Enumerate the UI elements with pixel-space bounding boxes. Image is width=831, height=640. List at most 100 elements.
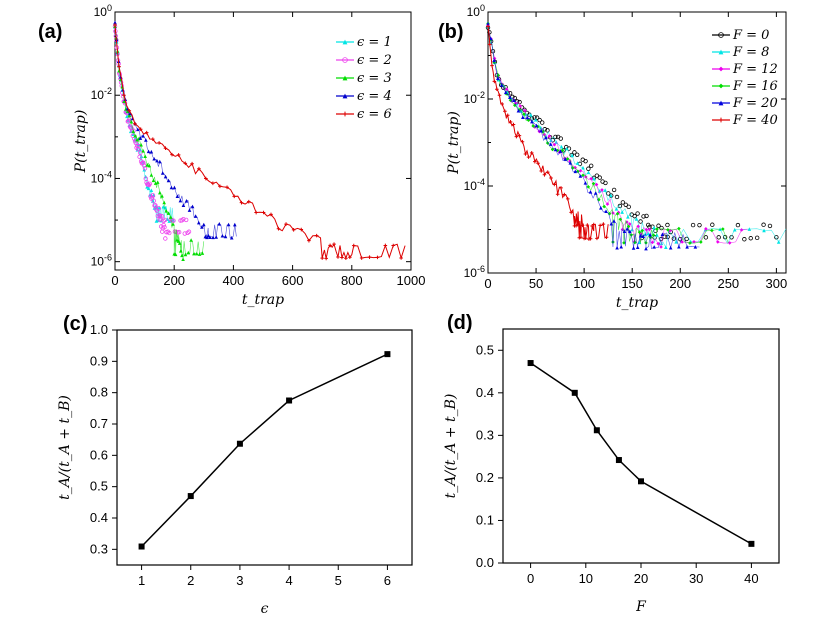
- data-point: [547, 134, 552, 138]
- y-tick-label: 100: [467, 3, 485, 19]
- x-tick-label: 200: [669, 276, 691, 291]
- series-3: [113, 24, 205, 261]
- data-point: [276, 226, 281, 231]
- data-point: [565, 146, 569, 151]
- legend-marker: [718, 66, 724, 72]
- panel-d: (d) 0 10 20 30 40 0.0 0.1 0.2 0.3 0.4 0.5 Ft_A/(t_A …: [443, 312, 780, 615]
- data-point: [552, 182, 557, 187]
- data-point: [776, 240, 781, 244]
- data-point: [169, 185, 174, 190]
- legend-marker: [718, 49, 724, 55]
- data-point: [152, 156, 156, 161]
- y-axis-label: t_A/(t_A + t_B): [443, 394, 459, 499]
- data-point: [504, 87, 509, 91]
- data-point: [545, 141, 550, 145]
- panel-b: (b) 0 50 100 150 200 250 300 100 10-2 10-4 10-6 t_tr…: [438, 3, 787, 311]
- data-point: [710, 222, 715, 227]
- data-point: [646, 231, 650, 236]
- data-point: [699, 240, 703, 244]
- x-tick-label: 150: [621, 276, 643, 291]
- data-point: [193, 214, 198, 218]
- data-point: [684, 236, 689, 242]
- data-point: [200, 251, 205, 255]
- data-point: [217, 222, 222, 226]
- legend-marker: [718, 117, 724, 123]
- series-6: [486, 24, 609, 241]
- data-point: [151, 137, 155, 141]
- legend-item-1: F = 0: [712, 28, 769, 43]
- series-line: [114, 26, 175, 222]
- data-point: [574, 152, 580, 158]
- data-point: [197, 252, 202, 256]
- data-point: [197, 166, 201, 171]
- data-point: [644, 246, 648, 251]
- data-point: [499, 83, 504, 87]
- y-tick-label: 0.2: [476, 470, 494, 485]
- data-point: [652, 245, 656, 249]
- data-point: [182, 231, 187, 236]
- y-tick-label: 10-6: [464, 264, 485, 280]
- data-point: [495, 87, 499, 92]
- data-point: [166, 178, 171, 183]
- legend-label: ϵ = 2: [357, 53, 392, 68]
- data-point: [158, 159, 162, 164]
- data-point: [151, 198, 156, 204]
- data-point: [638, 219, 643, 224]
- data-point: [559, 144, 564, 149]
- data-point: [162, 200, 166, 205]
- legend-item-3: F = 12: [712, 62, 778, 77]
- y-tick-label: 0.0: [476, 555, 494, 570]
- series-line: [487, 23, 729, 244]
- data-point: [660, 232, 665, 236]
- data-point: [516, 108, 521, 113]
- legend-item-6: F = 40: [712, 113, 778, 128]
- data-point: [644, 213, 649, 219]
- data-point: [533, 117, 538, 122]
- data-point: [147, 163, 152, 168]
- data-point: [142, 166, 148, 171]
- series-5: [113, 23, 406, 261]
- data-point: [164, 209, 169, 213]
- data-point: [703, 235, 709, 240]
- data-point: [565, 157, 570, 161]
- data-point: [503, 109, 507, 114]
- data-point: [348, 255, 352, 260]
- data-point: [659, 245, 663, 249]
- data-point: [638, 233, 643, 238]
- data-point: [668, 245, 673, 250]
- data-point: [540, 120, 545, 125]
- data-point: [269, 212, 273, 217]
- data-point: [651, 233, 656, 237]
- data-point: [593, 191, 598, 195]
- x-tick-label: 200: [163, 273, 185, 288]
- data-point: [638, 478, 644, 485]
- data-point: [500, 102, 504, 106]
- series-5: [486, 21, 700, 251]
- data-point: [623, 202, 628, 207]
- data-point: [150, 193, 156, 198]
- data-point: [518, 104, 523, 108]
- data-point: [617, 203, 623, 209]
- panel-letter: (a): [38, 21, 62, 43]
- data-point: [131, 129, 136, 134]
- data-point: [196, 220, 201, 225]
- y-tick-label: 10-6: [91, 253, 112, 269]
- data-point: [488, 42, 492, 47]
- data-point: [525, 115, 530, 120]
- data-point: [168, 215, 173, 219]
- data-point: [748, 540, 755, 547]
- data-point: [652, 225, 656, 230]
- data-point: [176, 229, 182, 235]
- data-point: [367, 255, 372, 259]
- data-point: [141, 148, 145, 153]
- data-point: [534, 115, 540, 120]
- data-point: [136, 127, 140, 132]
- data-point: [153, 203, 158, 208]
- data-point: [189, 238, 193, 242]
- data-point: [603, 180, 608, 186]
- data-point: [208, 235, 212, 240]
- panel-a: (a) 0 200 400 600 800 1000 100 10-2 10-4 10-6 t_tra…: [38, 3, 425, 308]
- data-point: [158, 190, 162, 195]
- data-point: [179, 249, 183, 253]
- data-point: [202, 222, 206, 227]
